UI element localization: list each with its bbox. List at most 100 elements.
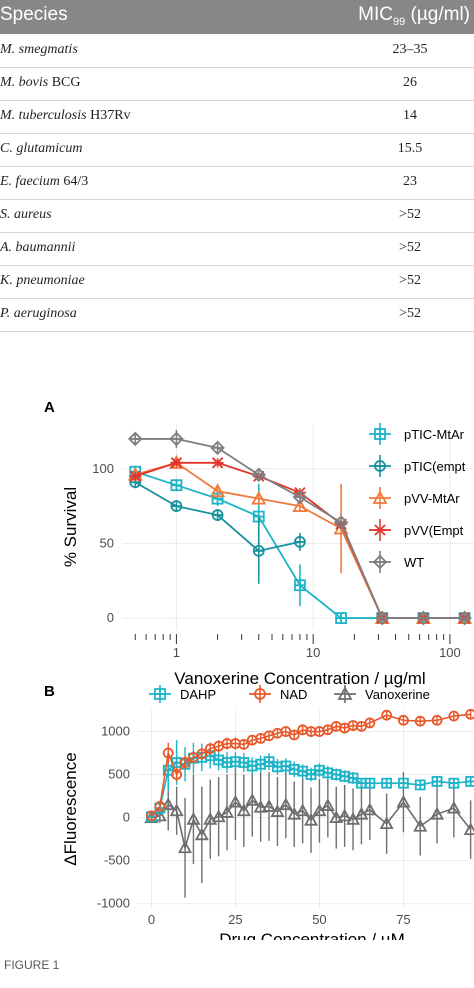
data-point [333, 515, 349, 530]
data-point [186, 811, 201, 825]
species-name: M. bovis [0, 75, 49, 90]
y-tick-label: 0 [107, 610, 114, 625]
mic-cell: >52 [399, 273, 421, 288]
data-point [335, 612, 347, 624]
data-point [396, 794, 411, 808]
data-point [295, 803, 310, 817]
series-line [150, 713, 471, 817]
mic-cell: 14 [403, 108, 417, 123]
species-cell: C. glutamicum [0, 141, 82, 157]
data-point [448, 777, 460, 789]
legend-label: pVV-MtAr [404, 491, 460, 506]
data-point [379, 816, 394, 830]
species-cell: M. tuberculosis H37Rv [0, 108, 131, 124]
data-point [414, 779, 426, 791]
legend-label: pTIC(empt [404, 459, 466, 474]
data-point [362, 802, 377, 816]
strain-name: BCG [48, 75, 81, 90]
data-point [161, 797, 176, 811]
mic-cell: >52 [399, 207, 421, 222]
y-tick-label: 1000 [101, 724, 130, 739]
data-point [179, 757, 191, 768]
data-point [169, 803, 184, 817]
data-point [238, 739, 250, 750]
data-point [337, 808, 352, 822]
data-point [431, 714, 443, 726]
data-point [129, 470, 142, 482]
y-tick-label: 100 [92, 461, 114, 476]
data-point [413, 818, 428, 832]
data-point [162, 747, 174, 759]
data-point [416, 610, 431, 626]
y-tick-label: 0 [123, 810, 130, 825]
table-row: M. smegmatis 23–35 [0, 34, 474, 68]
x-tick-label: 100 [439, 645, 461, 660]
strain-name: H37Rv [86, 108, 131, 123]
y-axis-title: % Survival [61, 487, 80, 567]
species-cell: K. pneumoniae [0, 273, 85, 289]
data-point [320, 798, 335, 811]
data-point [228, 794, 243, 808]
data-point [251, 490, 267, 505]
data-point [194, 827, 209, 841]
data-point [329, 810, 344, 824]
x-tick-label: 50 [312, 912, 326, 927]
data-point [374, 610, 390, 626]
data-point [381, 777, 393, 789]
species-cell: M. smegmatis [0, 42, 78, 58]
y-tick-label: 500 [108, 767, 130, 782]
data-point [127, 431, 143, 447]
species-cell: A. baumannii [0, 240, 75, 256]
x-axis-title: Vanoxerine Concentration / µg/ml [174, 669, 425, 688]
table-row: M. bovis BCG 26 [0, 67, 474, 101]
data-point [448, 710, 460, 722]
x-tick-label: 75 [396, 912, 410, 927]
data-point [154, 688, 166, 700]
data-point [288, 729, 300, 741]
data-point [430, 806, 445, 820]
header-mic: MIC99 (µg/ml) [358, 4, 470, 28]
data-point [446, 800, 461, 814]
chart-panel-b: B -1000 -500 0 500 1000 0 25 50 75 Drug Concentrat… [44, 683, 474, 940]
data-point [245, 793, 260, 806]
data-point [372, 554, 388, 570]
data-point [292, 489, 308, 505]
header-species: Species [0, 4, 68, 25]
x-tick-label: 1 [173, 645, 180, 660]
species-name: K. pneumoniae [0, 273, 85, 288]
data-point [364, 717, 376, 729]
data-point [294, 579, 306, 592]
strain-name: 64/3 [59, 174, 89, 189]
data-point [252, 544, 265, 557]
data-point [196, 748, 208, 760]
data-point [170, 500, 183, 513]
y-tick-label: -500 [104, 853, 130, 868]
data-point [171, 769, 183, 780]
data-point [457, 610, 472, 626]
table-row: E. faecium 64/3 23 [0, 166, 474, 200]
species-cell: E. faecium 64/3 [0, 174, 88, 190]
data-point [210, 440, 225, 456]
mic-cell: 23 [403, 174, 417, 189]
species-name: P. aeruginosa [0, 306, 77, 321]
panel-label: B [44, 683, 55, 700]
data-point [294, 536, 306, 548]
data-point [398, 714, 409, 726]
species-cell: M. bovis BCG [0, 75, 81, 91]
data-point [170, 457, 183, 469]
y-tick-label: 50 [100, 535, 114, 550]
x-tick-label: 25 [228, 912, 242, 927]
x-tick-label: 10 [306, 645, 320, 660]
legend-label: Vanoxerine [365, 687, 430, 702]
species-name: E. faecium [0, 174, 60, 189]
y-axis-title: ΔFluorescence [61, 752, 80, 865]
data-point [146, 810, 157, 822]
data-point [210, 483, 226, 498]
data-point [465, 708, 474, 720]
data-point [431, 776, 443, 787]
plot-area [138, 710, 474, 908]
figure-label: FIGURE 1 [4, 958, 60, 972]
data-point [178, 840, 193, 854]
data-point [463, 822, 474, 836]
data-point [292, 498, 308, 513]
